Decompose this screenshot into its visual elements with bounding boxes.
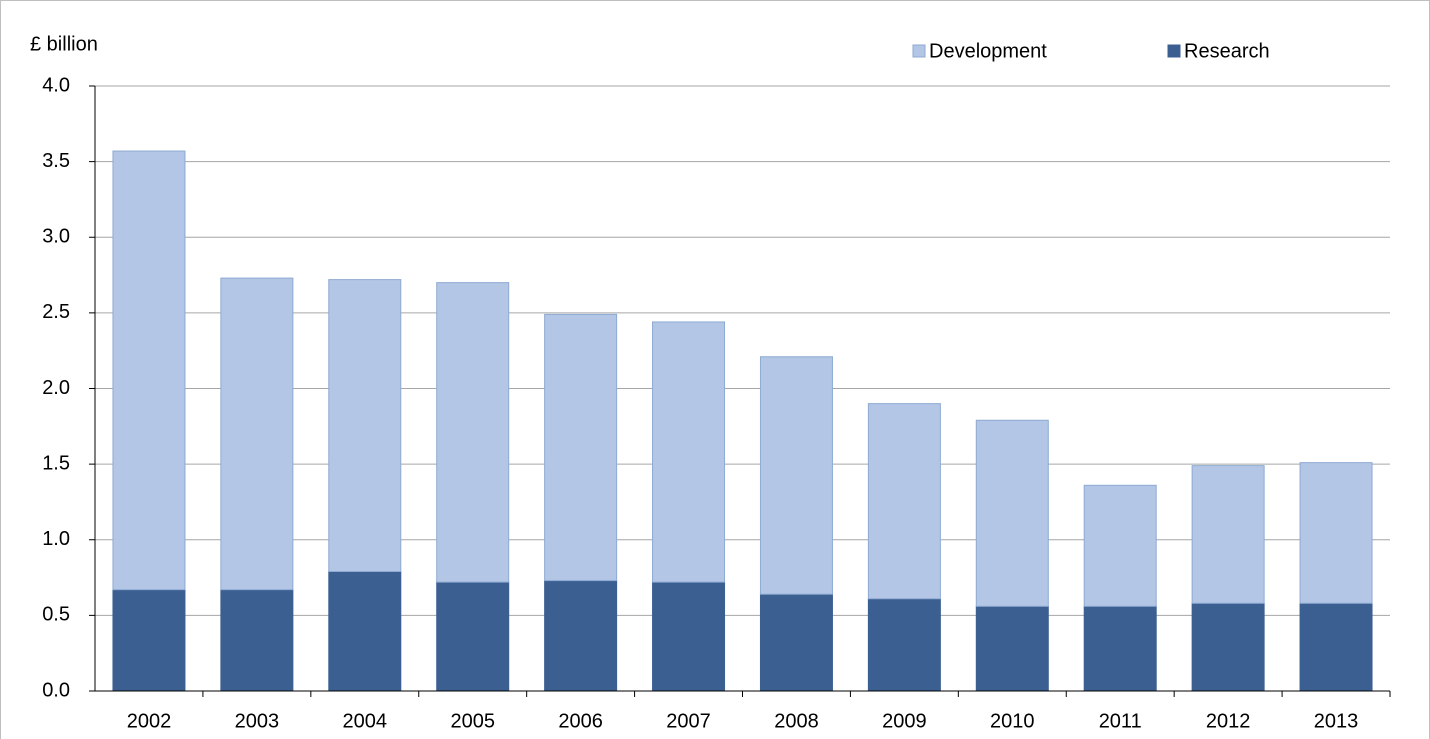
- legend-label: Research: [1184, 40, 1270, 62]
- x-tick-label: 2009: [882, 710, 927, 732]
- x-tick-label: 2010: [990, 710, 1035, 732]
- bar-segment: [220, 589, 294, 692]
- bar-segment: [112, 150, 186, 591]
- bar-segment: [328, 571, 402, 692]
- legend-swatch: [1167, 44, 1181, 58]
- legend-swatch: [912, 44, 926, 58]
- bar-segment: [652, 321, 726, 583]
- bar-segment: [436, 282, 510, 583]
- y-axis-label: £ billion: [30, 33, 98, 55]
- bar-segment: [867, 403, 941, 600]
- bar-segment: [220, 277, 294, 591]
- y-tick-label: 2.5: [42, 301, 70, 323]
- bar-segment: [975, 605, 1049, 692]
- x-tick-label: 2005: [450, 710, 495, 732]
- x-tick-label: 2002: [127, 710, 172, 732]
- x-tick-label: 2011: [1099, 710, 1142, 732]
- bar-segment: [544, 580, 618, 692]
- bar-segment: [1191, 465, 1265, 604]
- y-tick-label: 3.0: [42, 226, 70, 248]
- bar-segment: [867, 598, 941, 692]
- bar-segment: [328, 279, 402, 573]
- bar-segment: [759, 356, 833, 595]
- y-tick-label: 0.0: [42, 679, 70, 701]
- bar-segment: [1083, 484, 1157, 607]
- bar-segment: [652, 581, 726, 692]
- x-tick-label: 2008: [774, 710, 819, 732]
- x-tick-label: 2003: [235, 710, 280, 732]
- bar-segment: [544, 313, 618, 582]
- x-tick-label: 2006: [558, 710, 603, 732]
- bar-segment: [759, 593, 833, 692]
- bar-segment: [112, 589, 186, 692]
- x-tick-label: 2012: [1206, 710, 1251, 732]
- bar-segment: [1191, 602, 1265, 692]
- y-tick-label: 2.0: [42, 377, 70, 399]
- y-tick-label: 0.5: [42, 604, 70, 626]
- bar-segment: [436, 581, 510, 692]
- y-tick-label: 3.5: [42, 150, 70, 172]
- y-tick-label: 1.0: [42, 528, 70, 550]
- legend-label: Development: [929, 40, 1047, 62]
- bar-segment: [975, 419, 1049, 607]
- bar-segment: [1083, 605, 1157, 692]
- y-tick-label: 1.5: [42, 452, 70, 474]
- x-tick-label: 2004: [343, 710, 388, 732]
- bar-segment: [1299, 462, 1373, 604]
- bar-segment: [1299, 602, 1373, 692]
- y-tick-label: 4.0: [42, 74, 70, 96]
- x-tick-label: 2007: [666, 710, 711, 732]
- x-tick-label: 2013: [1314, 710, 1359, 732]
